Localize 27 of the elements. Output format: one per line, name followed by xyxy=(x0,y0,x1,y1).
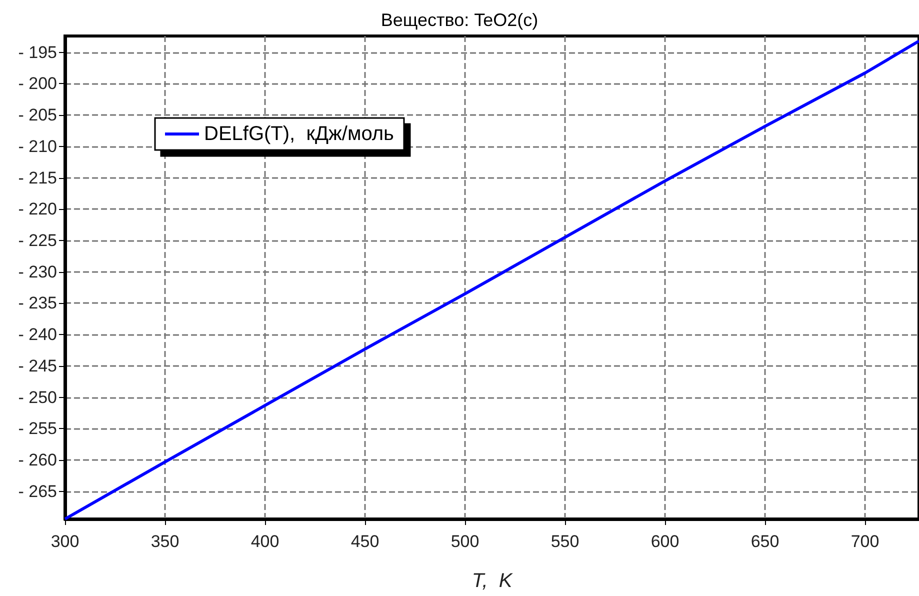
y-tick-label: - 245 xyxy=(18,356,57,376)
y-tick-label: - 200 xyxy=(18,74,57,94)
x-tick-label: 650 xyxy=(750,532,780,551)
x-tick-label: 600 xyxy=(650,532,680,551)
x-tick-label: 350 xyxy=(150,532,180,551)
y-tick-label: - 255 xyxy=(18,419,57,438)
y-tick-label: - 220 xyxy=(18,200,57,219)
y-tick-label: - 210 xyxy=(18,136,57,156)
y-tick-label: - 235 xyxy=(18,294,57,313)
y-tick-label: - 215 xyxy=(18,168,57,188)
y-tick-label: - 195 xyxy=(18,42,57,62)
legend-label: DELfG(T), кДж/моль xyxy=(204,123,394,145)
y-tick-label: - 265 xyxy=(18,482,57,501)
x-axis-title: T, K xyxy=(472,570,514,592)
x-tick-label: 700 xyxy=(850,532,880,551)
y-tick-label: - 230 xyxy=(18,262,57,282)
x-tick-label: 400 xyxy=(250,532,280,551)
y-tick-label: - 260 xyxy=(18,450,57,470)
x-tick-label: 300 xyxy=(50,532,80,551)
y-tick-label: - 205 xyxy=(18,106,57,125)
y-tick-label: - 225 xyxy=(18,230,57,250)
y-tick-label: - 250 xyxy=(18,388,57,407)
y-tick-label: - 240 xyxy=(18,325,57,344)
x-tick-label: 550 xyxy=(550,532,580,551)
x-tick-label: 450 xyxy=(350,532,380,551)
chart-title: Вещество: TeO2(c) xyxy=(380,10,538,30)
x-tick-label: 500 xyxy=(450,532,480,551)
